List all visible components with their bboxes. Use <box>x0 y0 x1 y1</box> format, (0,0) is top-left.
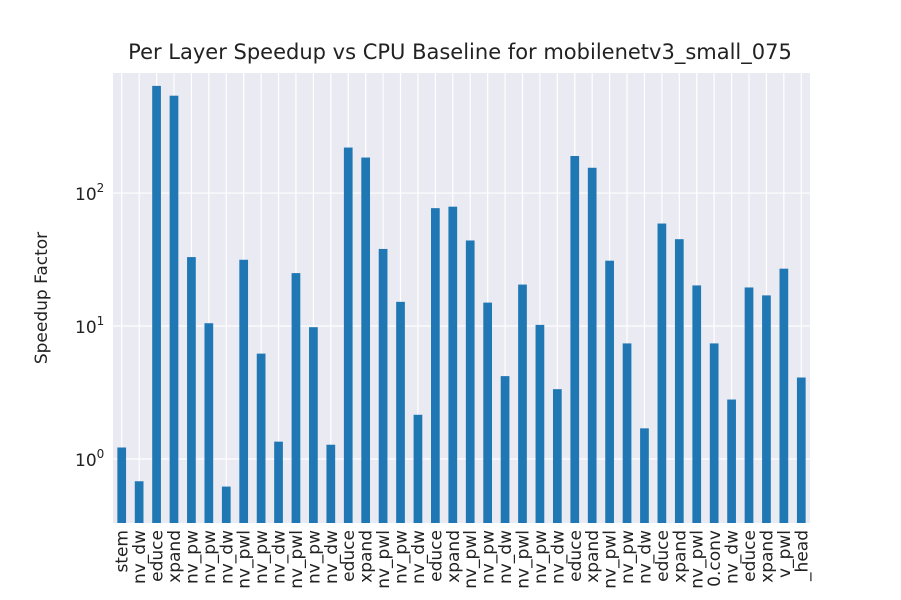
bar <box>587 167 597 523</box>
x-axis-ticks: stemnv_dweducexpandnv_pwnv_pwnv_dwnv_pwl… <box>113 530 813 589</box>
bar <box>256 353 266 523</box>
x-tick-label: nv_dw <box>322 530 342 584</box>
x-tick-label: nv_pwl <box>374 530 394 589</box>
x-tick-label: xpand <box>357 530 377 583</box>
bar <box>483 302 492 523</box>
bar <box>117 447 127 523</box>
x-tick-label: nv_dw <box>548 530 568 584</box>
bar <box>709 343 719 523</box>
bar <box>343 147 353 523</box>
x-tick-label: nv_dw <box>723 530 743 584</box>
x-tick-label: nv_pwl <box>287 530 307 589</box>
bar <box>274 441 283 523</box>
x-tick-label: nv_pw <box>252 530 272 584</box>
bar <box>413 414 423 523</box>
x-tick-label: nv_pw <box>304 530 324 584</box>
bar <box>309 327 318 523</box>
x-tick-label: xpand <box>165 530 185 583</box>
bar <box>134 481 144 523</box>
bar <box>361 157 371 524</box>
x-tick-label: educe <box>148 530 168 582</box>
bar <box>187 257 196 523</box>
x-tick-label: educe <box>426 530 446 582</box>
x-tick-label: xpand <box>583 530 603 583</box>
x-tick-label: nv_pwl <box>601 530 621 589</box>
x-tick-label: educe <box>740 530 760 582</box>
y-tick-label: 101 <box>75 314 104 338</box>
bar <box>622 343 632 523</box>
bar <box>640 428 649 523</box>
x-tick-label: 0.conv <box>705 530 725 587</box>
x-tick-label: xpand <box>757 530 777 583</box>
x-tick-label: nv_dw <box>270 530 290 584</box>
x-tick-label: xpand <box>444 530 464 583</box>
bar <box>518 284 527 523</box>
y-axis-label: Speedup Factor <box>32 232 52 364</box>
bar <box>204 323 214 523</box>
x-tick-label: nv_dw <box>217 530 237 584</box>
bar <box>378 248 388 523</box>
x-tick-label: nv_dw <box>635 530 655 584</box>
x-tick-label: educe <box>653 530 673 582</box>
x-tick-label: nv_pw <box>479 530 499 584</box>
x-tick-label: nv_dw <box>409 530 429 584</box>
chart-title: Per Layer Speedup vs CPU Baseline for mo… <box>128 40 792 65</box>
y-tick-label: 102 <box>75 181 104 205</box>
x-tick-label: nv_pwl <box>688 530 708 589</box>
bar <box>431 208 440 523</box>
bar <box>570 156 580 523</box>
bar <box>396 301 405 523</box>
x-tick-label: educe <box>339 530 359 582</box>
bar <box>326 444 336 523</box>
x-tick-label: nv_dw <box>496 530 516 584</box>
bar <box>448 206 458 523</box>
plot-area <box>113 73 810 523</box>
bar <box>535 324 545 523</box>
x-tick-label: xpand <box>670 530 690 583</box>
bar <box>500 376 510 523</box>
bar <box>605 260 614 523</box>
bar <box>239 259 249 523</box>
bars <box>117 85 806 524</box>
x-tick-label: nv_pwl <box>461 530 481 589</box>
bar <box>552 389 562 523</box>
y-tick-label: 100 <box>75 447 104 471</box>
bar <box>221 486 231 523</box>
bar <box>657 223 667 523</box>
bar <box>779 268 789 523</box>
bar <box>152 85 161 524</box>
x-tick-label: _head <box>792 530 812 582</box>
x-tick-label: v_pwl <box>775 530 795 578</box>
bar <box>674 239 684 523</box>
bar <box>762 295 771 523</box>
x-tick-label: nv_pwl <box>235 530 255 589</box>
x-tick-label: nv_pw <box>200 530 220 584</box>
x-tick-label: nv_pw <box>531 530 551 584</box>
x-tick-label: nv_pwl <box>513 530 533 589</box>
x-tick-label: nv_pw <box>618 530 638 584</box>
y-axis-ticks: 100 101 102 <box>75 181 104 471</box>
x-tick-label: nv_dw <box>130 530 150 584</box>
x-tick-label: nv_pw <box>392 530 412 584</box>
bar <box>465 240 475 524</box>
bar <box>727 399 736 523</box>
bar <box>744 287 754 523</box>
x-tick-label: educe <box>566 530 586 582</box>
x-tick-label: stem <box>113 530 133 573</box>
bar <box>169 95 179 524</box>
bar <box>291 273 301 523</box>
x-tick-label: nv_pw <box>182 530 202 584</box>
bar <box>796 377 806 523</box>
bar <box>692 285 702 523</box>
